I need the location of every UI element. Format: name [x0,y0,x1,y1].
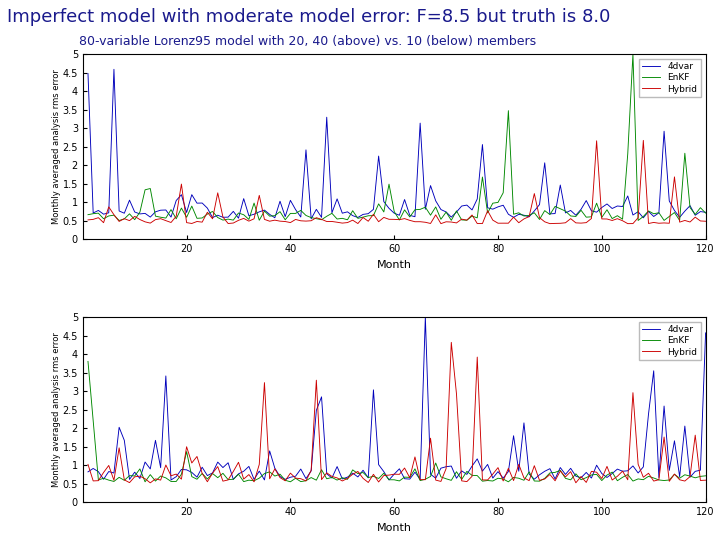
Legend: 4dvar, EnKF, Hybrid: 4dvar, EnKF, Hybrid [639,321,701,360]
X-axis label: Month: Month [377,260,412,269]
Legend: 4dvar, EnKF, Hybrid: 4dvar, EnKF, Hybrid [639,58,701,97]
Text: Imperfect model with moderate model error: F=8.5 but truth is 8.0: Imperfect model with moderate model erro… [7,8,611,26]
X-axis label: Month: Month [377,523,412,532]
Y-axis label: Monthly averaged analysis rms error: Monthly averaged analysis rms error [52,69,61,224]
Text: 80-variable Lorenz95 model with 20, 40 (above) vs. 10 (below) members: 80-variable Lorenz95 model with 20, 40 (… [79,35,536,48]
Y-axis label: Monthly averaged analysis rms error: Monthly averaged analysis rms error [52,332,61,487]
